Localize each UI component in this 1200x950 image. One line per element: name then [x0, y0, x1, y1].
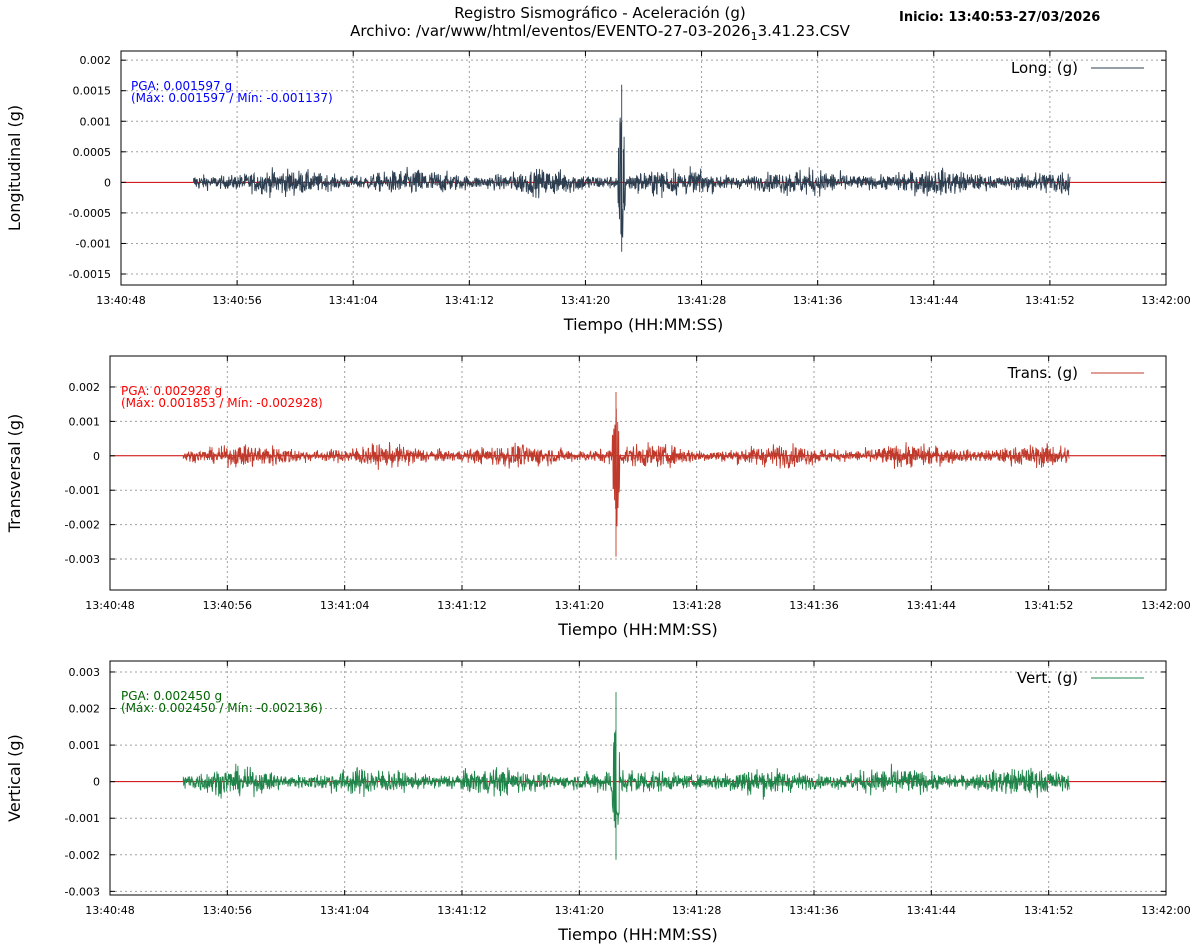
- x-tick-label: 13:41:44: [907, 904, 956, 917]
- x-axis-label: Tiempo (HH:MM:SS): [557, 925, 717, 944]
- chart-title: Registro Sismográfico - Aceleración (g) …: [250, 4, 950, 46]
- plot-frame: [109, 355, 1167, 591]
- y-tick-label: 0.002: [69, 381, 101, 394]
- x-axis-label: Tiempo (HH:MM:SS): [557, 620, 717, 639]
- y-tick-label: 0: [93, 450, 100, 463]
- legend-label: Vert. (g): [1017, 669, 1078, 687]
- x-tick-label: 13:41:44: [907, 599, 956, 612]
- max-min-annotation: (Máx: 0.002450 / Mín: -0.002136): [121, 701, 323, 715]
- chart-panel-2: 0.002 0.001 0 -0.001 -0.002 -0.003 13:40:48 13:…: [5, 355, 1191, 639]
- y-axis-label: Vertical (g): [5, 734, 24, 822]
- signal-trace: [182, 692, 1070, 860]
- y-tick-label: 0.0015: [73, 85, 112, 98]
- y-tick-label: 0.003: [69, 666, 101, 679]
- y-tick-label: -0.001: [65, 812, 100, 825]
- chart-panel-3: 0.003 0.002 0.001 0 -0.001 -0.002 -0.003 13:40:…: [5, 660, 1191, 944]
- y-tick-label: -0.001: [65, 484, 100, 497]
- y-tick-label: -0.0015: [69, 268, 111, 281]
- x-tick-label: 13:41:04: [320, 904, 369, 917]
- signal-trace: [182, 392, 1070, 557]
- x-tick-label: 13:41:20: [555, 599, 604, 612]
- x-tick-label: 13:41:20: [555, 904, 604, 917]
- legend-label: Long. (g): [1011, 59, 1078, 77]
- x-tick-label: 13:40:56: [212, 294, 261, 307]
- pga-annotation: PGA: 0.002928 g: [121, 384, 222, 398]
- x-tick-label: 13:40:56: [203, 599, 252, 612]
- x-tick-label: 13:41:04: [320, 599, 369, 612]
- y-tick-label: 0.001: [80, 115, 112, 128]
- title-line-1: Registro Sismográfico - Aceleración (g): [454, 4, 746, 22]
- legend-label: Trans. (g): [1007, 364, 1078, 382]
- title-file-prefix: Archivo: /var/www/html/eventos/EVENTO-27…: [350, 22, 751, 40]
- max-min-annotation: (Máx: 0.001597 / Mín: -0.001137): [131, 91, 333, 105]
- y-tick-label: 0.002: [69, 703, 101, 716]
- plot-frame: [120, 50, 1167, 286]
- x-tick-label: 13:41:36: [789, 599, 838, 612]
- x-tick-label: 13:41:52: [1025, 294, 1074, 307]
- x-tick-label: 13:41:36: [789, 904, 838, 917]
- y-tick-label: -0.003: [65, 553, 100, 566]
- x-tick-label: 13:41:28: [672, 904, 721, 917]
- y-tick-label: 0.002: [80, 54, 112, 67]
- y-axis-label: Longitudinal (g): [5, 105, 24, 231]
- y-tick-label: -0.002: [65, 849, 100, 862]
- x-tick-label: 13:41:12: [437, 904, 486, 917]
- plot-frame: [109, 660, 1167, 896]
- signal-trace: [193, 84, 1071, 252]
- title-line-2: Archivo: /var/www/html/eventos/EVENTO-27…: [250, 22, 950, 46]
- x-tick-label: 13:41:28: [672, 599, 721, 612]
- x-tick-label: 13:41:52: [1024, 904, 1073, 917]
- y-tick-label: 0.0005: [73, 146, 112, 159]
- y-tick-label: -0.003: [65, 885, 100, 898]
- y-tick-label: -0.002: [65, 519, 100, 532]
- x-tick-label: 13:40:48: [96, 294, 145, 307]
- x-tick-label: 13:41:12: [437, 599, 486, 612]
- chart-panel-1: 0.002 0.0015 0.001 0.0005 0 -0.0005 -0.001 -0.0…: [5, 50, 1191, 334]
- y-tick-label: -0.0005: [69, 207, 111, 220]
- title-file-subscript: 1: [750, 30, 758, 43]
- x-tick-label: 13:40:48: [85, 904, 134, 917]
- y-tick-label: 0.001: [69, 415, 101, 428]
- y-axis-label: Transversal (g): [5, 414, 24, 533]
- start-info: Inicio: 13:40:53-27/03/2026: [899, 10, 1101, 25]
- y-tick-label: -0.001: [76, 237, 111, 250]
- y-tick-label: 0.001: [69, 739, 101, 752]
- title-file-suffix: 3.41.23.CSV: [757, 22, 850, 40]
- y-tick-label: 0: [104, 176, 111, 189]
- pga-annotation: PGA: 0.001597 g: [131, 79, 232, 93]
- x-tick-label: 13:42:00: [1141, 599, 1190, 612]
- x-tick-label: 13:42:00: [1141, 294, 1190, 307]
- x-tick-label: 13:41:20: [561, 294, 610, 307]
- x-tick-label: 13:41:12: [445, 294, 494, 307]
- x-tick-label: 13:41:44: [909, 294, 958, 307]
- pga-annotation: PGA: 0.002450 g: [121, 689, 222, 703]
- x-axis-label: Tiempo (HH:MM:SS): [563, 315, 723, 334]
- max-min-annotation: (Máx: 0.001853 / Mín: -0.002928): [121, 396, 323, 410]
- x-tick-label: 13:40:56: [203, 904, 252, 917]
- x-tick-label: 13:41:52: [1024, 599, 1073, 612]
- x-tick-label: 13:41:28: [677, 294, 726, 307]
- x-tick-label: 13:41:04: [329, 294, 378, 307]
- y-tick-label: 0: [93, 776, 100, 789]
- x-tick-label: 13:40:48: [85, 599, 134, 612]
- x-tick-label: 13:42:00: [1141, 904, 1190, 917]
- x-tick-label: 13:41:36: [793, 294, 842, 307]
